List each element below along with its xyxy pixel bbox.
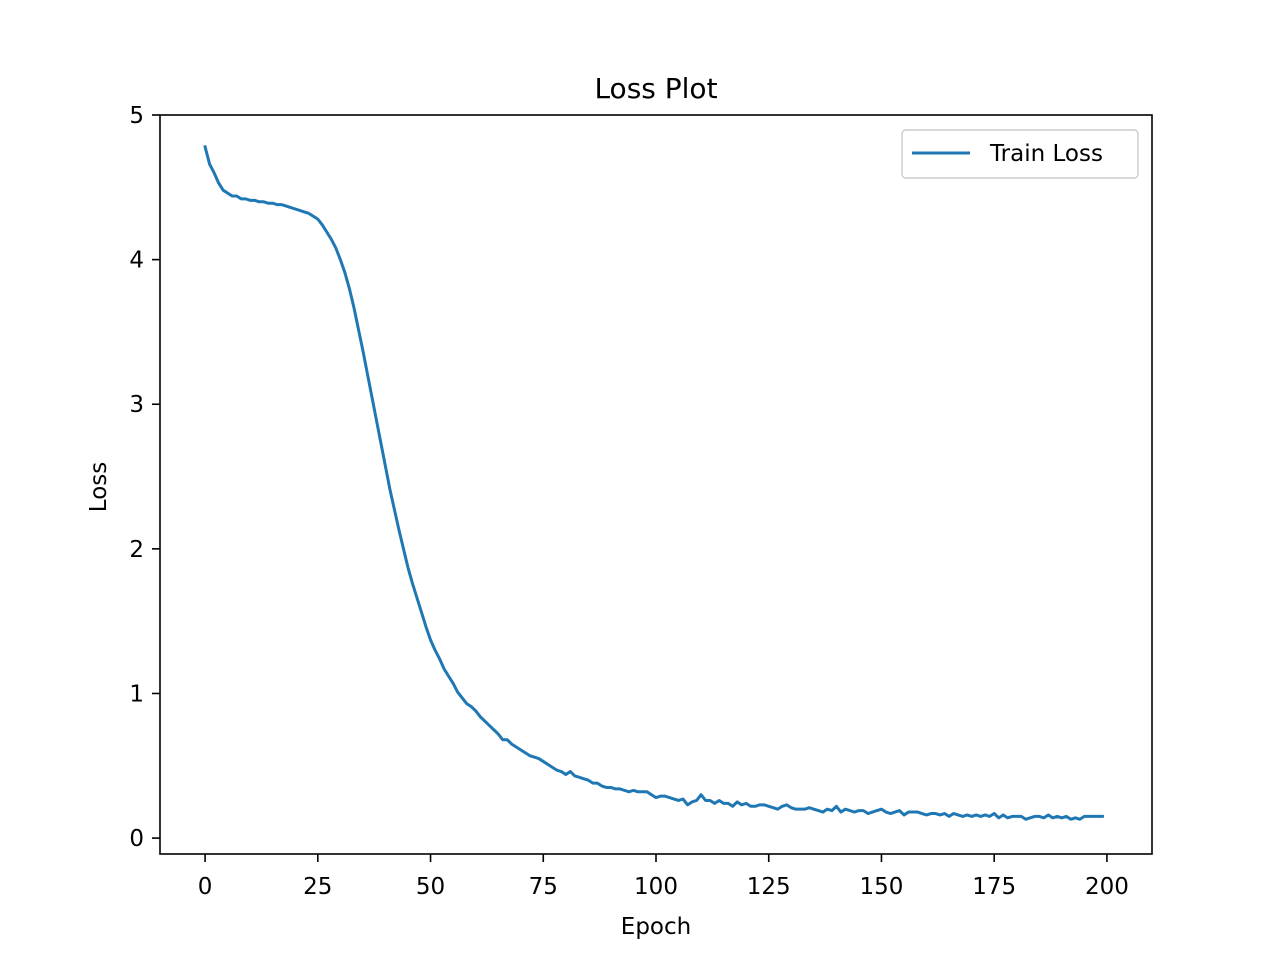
legend-label-train-loss: Train Loss <box>989 141 1103 167</box>
x-tick-label: 200 <box>1085 874 1129 900</box>
x-tick-label: 25 <box>303 874 332 900</box>
series-line-train-loss <box>203 144 1104 821</box>
x-tick-label: 150 <box>860 874 904 900</box>
x-tick-label: 100 <box>634 874 678 900</box>
y-axis-label: Loss <box>86 462 112 512</box>
legend: Train Loss <box>901 129 1139 179</box>
series-layer <box>203 144 1104 821</box>
y-tick-label: 1 <box>129 681 144 707</box>
chart-title: Loss Plot <box>594 72 717 105</box>
y-tick-label: 4 <box>129 248 144 274</box>
x-tick-label: 175 <box>972 874 1016 900</box>
x-tick-label: 50 <box>416 874 445 900</box>
plot-area: 0 25 50 75 100 125 150 175 200 0 1 2 3 4 5 <box>129 103 1153 900</box>
y-tick-label: 0 <box>129 826 144 852</box>
x-tick-label: 0 <box>198 874 213 900</box>
y-tick-label: 2 <box>129 537 144 563</box>
legend-box <box>901 129 1139 179</box>
x-tick-label: 75 <box>529 874 558 900</box>
y-tick-label: 3 <box>129 392 144 418</box>
x-axis-label: Epoch <box>621 914 691 940</box>
y-axis-ticks: 0 1 2 3 4 5 <box>129 103 160 852</box>
x-tick-label: 125 <box>747 874 791 900</box>
y-tick-label: 5 <box>129 103 144 129</box>
x-axis-ticks: 0 25 50 75 100 125 150 175 200 <box>198 854 1129 900</box>
